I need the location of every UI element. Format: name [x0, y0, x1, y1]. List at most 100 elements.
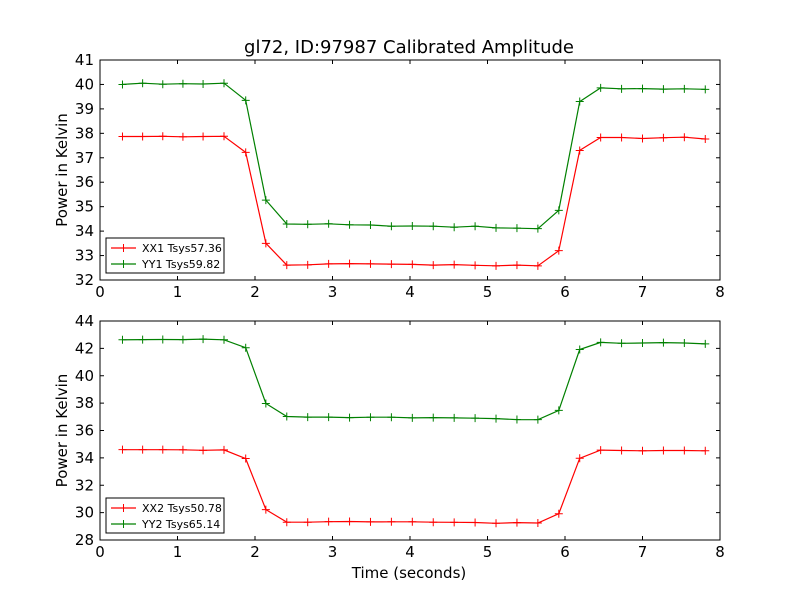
y-tick-label: 35	[75, 198, 94, 216]
y-tick-label: 40	[75, 75, 94, 93]
data-point-marker	[387, 222, 396, 231]
data-point-marker	[596, 133, 605, 142]
x-tick-label: 2	[250, 543, 260, 561]
series-1-xx2	[118, 445, 710, 528]
data-point-marker	[408, 260, 417, 269]
data-point-marker	[282, 261, 291, 270]
data-point-marker	[429, 413, 438, 422]
legend-swatch-marker	[119, 504, 128, 512]
data-point-marker	[261, 505, 270, 514]
data-point-marker	[178, 79, 187, 88]
data-point-marker	[554, 509, 563, 518]
data-point-marker	[659, 446, 668, 455]
legend-label: YY1 Tsys59.82	[141, 258, 220, 271]
data-point-marker	[596, 338, 605, 347]
x-tick-label: 6	[560, 543, 570, 561]
data-point-marker	[366, 259, 375, 268]
data-point-marker	[387, 260, 396, 269]
y-axis-label: Power in Kelvin	[53, 113, 71, 227]
data-point-marker	[158, 335, 167, 344]
data-point-marker	[118, 80, 127, 89]
y-tick-label: 33	[75, 247, 94, 265]
x-tick-label: 1	[173, 283, 183, 301]
data-point-marker	[158, 80, 167, 89]
x-tick-label: 5	[483, 283, 493, 301]
data-point-marker	[241, 96, 250, 105]
data-point-marker	[408, 517, 417, 526]
data-point-marker	[199, 132, 208, 141]
data-point-marker	[701, 85, 710, 94]
data-point-marker	[638, 446, 647, 455]
data-point-marker	[512, 518, 521, 527]
x-tick-label: 8	[715, 543, 725, 561]
data-point-marker	[638, 134, 647, 143]
data-point-marker	[429, 261, 438, 270]
data-point-marker	[138, 132, 147, 141]
data-point-marker	[450, 413, 459, 422]
legend-box	[105, 237, 225, 274]
legend-swatch-marker	[119, 520, 128, 528]
data-point-marker	[366, 413, 375, 422]
data-point-marker	[387, 413, 396, 422]
y-tick-label: 38	[75, 124, 94, 142]
x-tick-label: 3	[328, 543, 338, 561]
y-tick-label: 38	[75, 394, 94, 412]
data-point-marker	[450, 223, 459, 232]
y-tick-label: 36	[75, 173, 94, 191]
data-point-marker	[596, 446, 605, 455]
y-axis-label: Power in Kelvin	[53, 374, 71, 488]
data-point-marker	[575, 454, 584, 463]
data-point-marker	[158, 445, 167, 454]
data-point-marker	[178, 445, 187, 454]
data-point-marker	[220, 79, 228, 88]
y-tick-label: 32	[75, 476, 94, 494]
x-axis-label: Time (seconds)	[351, 564, 467, 582]
data-point-marker	[492, 261, 501, 270]
data-point-marker	[471, 518, 480, 527]
x-tick-label: 0	[95, 543, 105, 561]
data-point-marker	[199, 79, 208, 88]
data-point-marker	[533, 224, 542, 233]
data-point-marker	[345, 259, 354, 268]
data-point-marker	[638, 339, 647, 348]
data-point-marker	[659, 85, 668, 94]
legend-box	[105, 497, 225, 534]
data-point-marker	[324, 259, 333, 268]
y-tick-label: 44	[75, 312, 94, 330]
data-point-marker	[554, 246, 563, 255]
data-point-marker	[492, 519, 501, 528]
data-point-marker	[324, 219, 333, 228]
data-point-marker	[575, 97, 584, 106]
data-point-marker	[138, 335, 147, 344]
y-tick-label: 36	[75, 422, 94, 440]
data-point-marker	[303, 413, 312, 422]
y-tick-label: 39	[75, 100, 94, 118]
data-point-marker	[241, 454, 250, 463]
legend-label: YY2 Tsys65.14	[141, 518, 220, 531]
series-2-yy1	[118, 79, 710, 233]
data-point-marker	[220, 445, 228, 454]
data-point-marker	[575, 345, 584, 354]
legend-swatch-marker	[119, 260, 128, 268]
data-point-marker	[533, 415, 542, 424]
data-point-marker	[617, 339, 626, 348]
data-point-marker	[261, 239, 270, 248]
y-tick-label: 37	[75, 149, 94, 167]
data-point-marker	[220, 335, 228, 344]
y-tick-label: 32	[75, 271, 94, 289]
data-point-marker	[659, 133, 668, 142]
data-point-marker	[701, 134, 710, 143]
data-point-marker	[701, 446, 710, 455]
data-point-marker	[512, 261, 521, 270]
data-point-marker	[261, 399, 270, 408]
legend-label: XX2 Tsys50.78	[142, 502, 222, 515]
data-point-marker	[471, 222, 480, 231]
data-point-marker	[220, 132, 228, 141]
data-point-marker	[680, 339, 689, 348]
data-point-marker	[450, 518, 459, 527]
x-tick-label: 0	[95, 283, 105, 301]
x-tick-label: 4	[405, 283, 415, 301]
data-point-marker	[596, 83, 605, 92]
data-point-marker	[138, 79, 147, 88]
